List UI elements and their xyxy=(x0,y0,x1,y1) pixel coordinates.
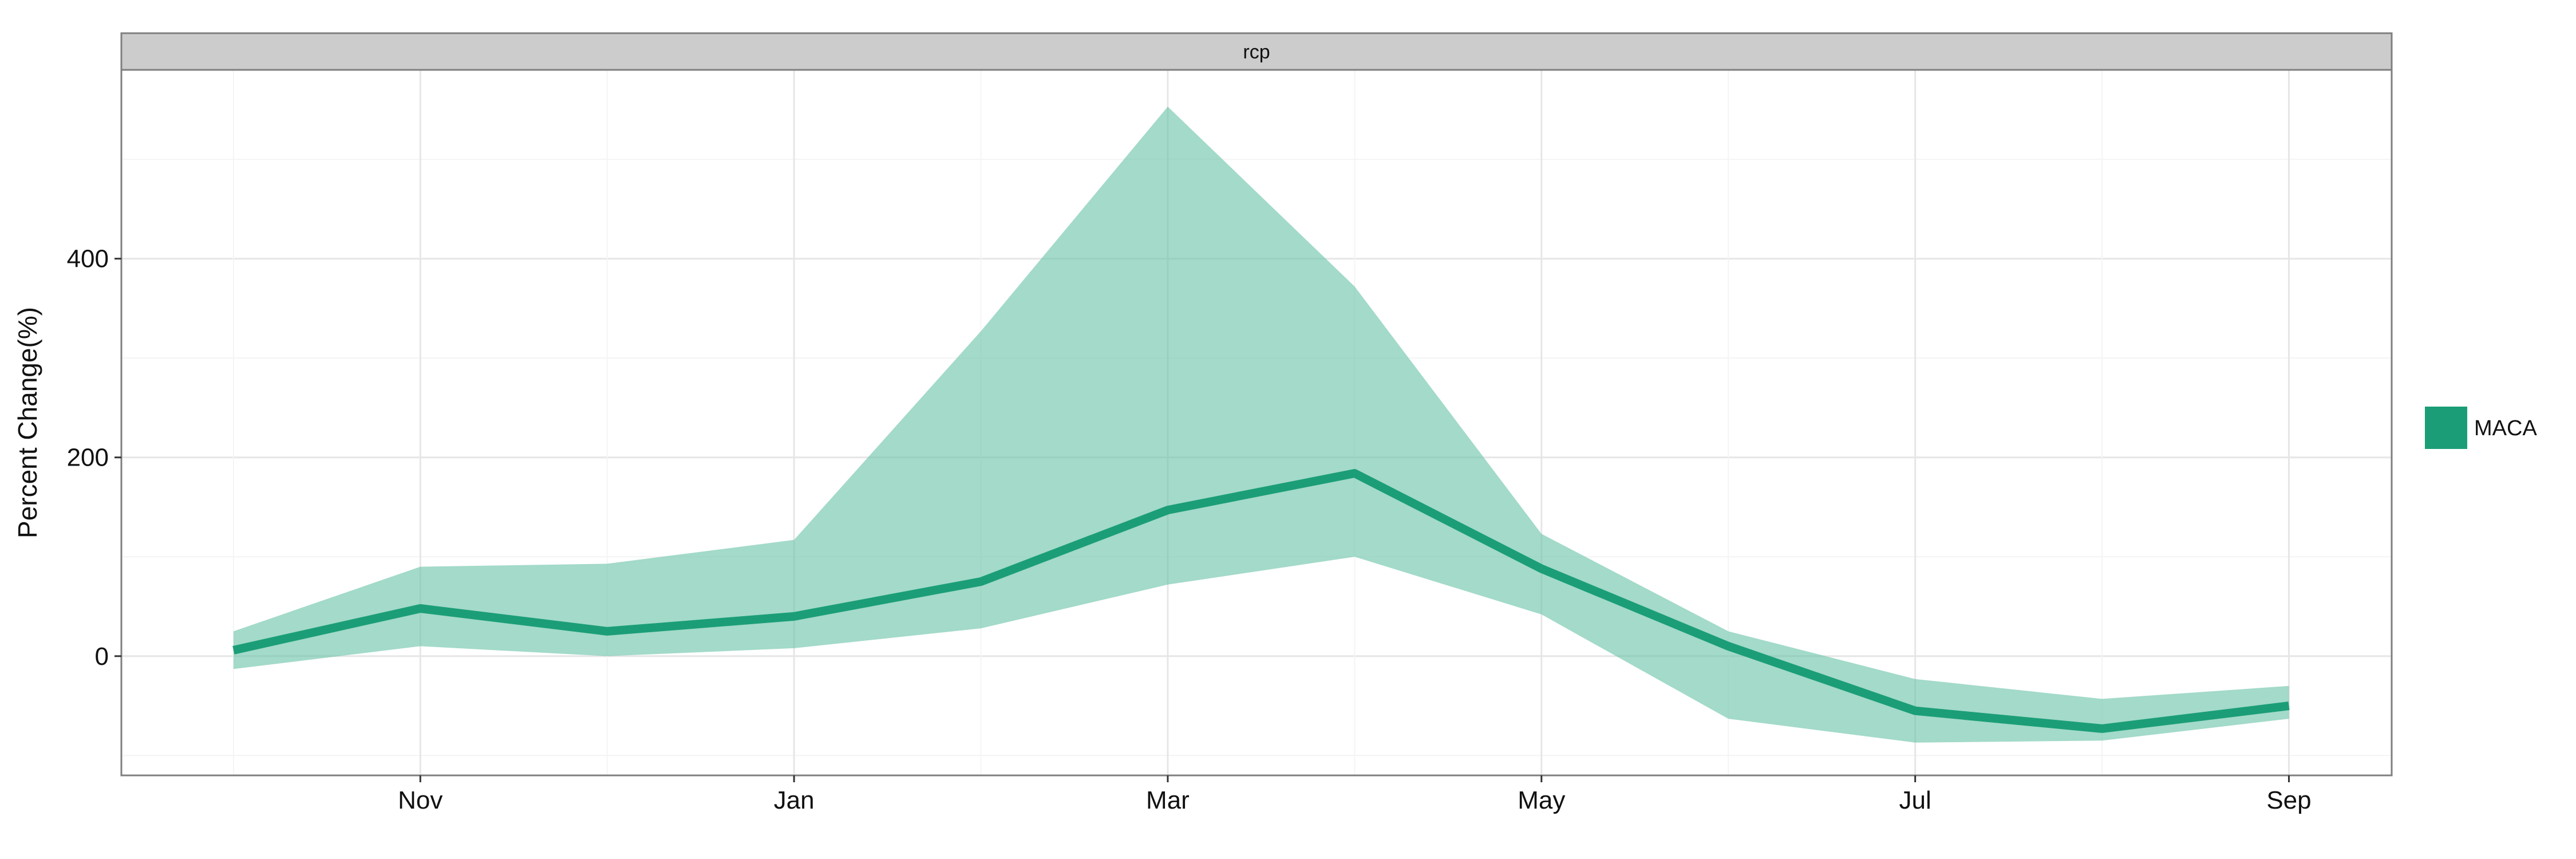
facet-strip xyxy=(120,32,2393,71)
x-axis: Nov Jan Mar May Jul Sep xyxy=(398,775,2312,814)
legend: MACA xyxy=(2425,407,2537,449)
y-tick-label: 0 xyxy=(95,643,109,671)
data-point xyxy=(2101,728,2103,729)
x-tick-label: Jan xyxy=(774,786,815,814)
uncertainty-ribbon xyxy=(233,107,2289,743)
legend-label-maca: MACA xyxy=(2474,416,2537,440)
x-tick-label: Jul xyxy=(1899,786,1931,814)
data-point xyxy=(1728,645,1729,647)
data-point xyxy=(793,616,795,617)
data-point xyxy=(1354,472,1355,474)
x-tick-label: May xyxy=(1518,786,1565,814)
ribbon-maca xyxy=(233,107,2289,743)
y-tick-label: 400 xyxy=(67,245,109,273)
x-tick-label: Mar xyxy=(1146,786,1190,814)
y-axis-label: Percent Change(%) xyxy=(13,307,42,538)
line-maca xyxy=(232,469,2290,733)
legend-swatch-maca xyxy=(2425,407,2467,449)
y-tick-label: 200 xyxy=(67,444,109,472)
x-tick-label: Nov xyxy=(398,786,442,814)
facet-label: rcp xyxy=(1243,41,1270,63)
data-point xyxy=(233,649,234,651)
mean-line xyxy=(232,469,2290,733)
y-axis: 0 200 400 xyxy=(67,245,121,671)
data-point xyxy=(420,608,421,609)
x-tick-label: Sep xyxy=(2266,786,2311,814)
